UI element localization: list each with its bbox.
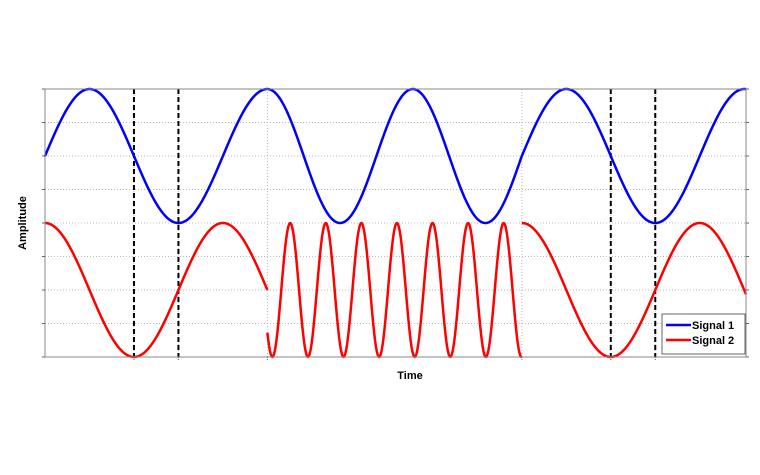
x-axis-label: Time	[397, 370, 422, 382]
y-axis-label: Amplitude	[17, 196, 29, 250]
legend: Signal 1 Signal 2	[661, 313, 746, 355]
legend-label-signal-2: Signal 2	[692, 335, 734, 347]
series-line-signal-2	[521, 221, 748, 359]
legend-box	[661, 313, 746, 355]
marker-lines	[132, 89, 657, 357]
series-line-signal-2	[266, 221, 523, 359]
series-line-signal-1	[43, 87, 268, 225]
series-line-signal-1	[267, 87, 524, 225]
series-lines	[43, 87, 748, 359]
series-line-signal-1	[520, 87, 747, 225]
series-line-signal-2	[44, 221, 269, 359]
legend-label-signal-1: Signal 1	[692, 320, 734, 332]
axis-ticks	[42, 88, 749, 361]
